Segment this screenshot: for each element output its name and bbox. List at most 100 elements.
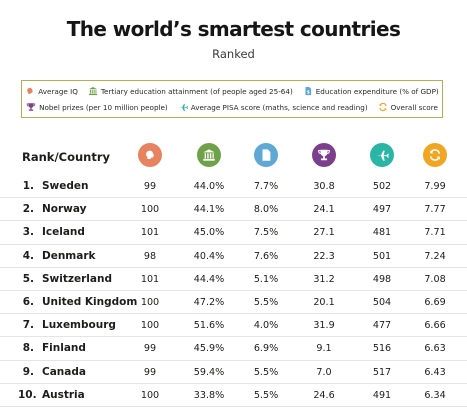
expenditure-cell: 4.0% bbox=[253, 320, 279, 332]
overall-score-cell: 7.77 bbox=[424, 204, 446, 216]
nobel-cell: 20.1 bbox=[313, 296, 335, 308]
overall-score-cell: 7.08 bbox=[424, 273, 446, 285]
table-row: 8. Finland 99 45.9% 6.9% 9.1 516 6.63 bbox=[0, 337, 467, 361]
nobel-cell: 30.8 bbox=[313, 181, 335, 192]
table-row: 10. Austria 100 33.8% 5.5% 24.6 491 6.34 bbox=[0, 384, 467, 407]
pisa-cell: 481 bbox=[372, 227, 392, 239]
table-row: 6. United Kingdom 100 47.2% 5.5% 20.1 504 6.69 bbox=[0, 291, 467, 315]
page-subtitle: Ranked bbox=[212, 47, 255, 61]
country-cell: Finland bbox=[42, 342, 86, 355]
tertiary-cell: 45.0% bbox=[193, 227, 225, 239]
brain-icon bbox=[25, 86, 38, 96]
refresh-icon bbox=[423, 143, 447, 167]
tertiary-cell: 59.4% bbox=[193, 366, 225, 378]
country-cell: Iceland bbox=[42, 226, 85, 239]
nobel-cell: 7.0 bbox=[316, 366, 332, 378]
country-cell: Luxembourg bbox=[42, 319, 116, 332]
refresh-icon bbox=[378, 102, 391, 112]
iq-cell: 100 bbox=[140, 320, 160, 332]
legend: Average IQ Tertiary education attainment … bbox=[21, 80, 443, 118]
expenditure-cell: 5.5% bbox=[253, 389, 279, 401]
pisa-cell: 498 bbox=[372, 273, 392, 285]
pisa-cell: 497 bbox=[372, 204, 392, 216]
pisa-cell: 504 bbox=[372, 296, 392, 308]
rank-cell: 4. bbox=[22, 249, 34, 262]
iq-cell: 100 bbox=[140, 389, 160, 401]
expenditure-cell: 6.9% bbox=[253, 343, 279, 355]
university-icon bbox=[197, 143, 221, 167]
expenditure-cell: 5.1% bbox=[253, 273, 279, 285]
legend-item: Average PISA score (maths, science and r… bbox=[178, 102, 368, 112]
tertiary-cell: 33.8% bbox=[193, 389, 225, 401]
table-row: 9. Canada 99 59.4% 5.5% 7.0 517 6.43 bbox=[0, 361, 467, 384]
iq-cell: 100 bbox=[140, 296, 160, 308]
iq-cell: 98 bbox=[143, 250, 157, 262]
iq-cell: 101 bbox=[140, 227, 160, 239]
rank-cell: 9. bbox=[22, 365, 34, 378]
country-cell: Denmark bbox=[42, 249, 96, 262]
rank-cell: 8. bbox=[22, 342, 34, 355]
expenditure-cell: 7.5% bbox=[253, 227, 279, 239]
nobel-cell: 22.3 bbox=[313, 250, 335, 262]
pisa-cell: 502 bbox=[372, 181, 392, 192]
overall-score-cell: 7.99 bbox=[424, 181, 446, 192]
legend-label: Tertiary education attainment (of people… bbox=[100, 86, 293, 96]
overall-score-cell: 6.66 bbox=[424, 320, 446, 332]
rank-cell: 2. bbox=[22, 203, 34, 216]
trophy-icon bbox=[312, 143, 336, 167]
pisa-cell: 477 bbox=[372, 320, 392, 332]
table-row: 4. Denmark 98 40.4% 7.6% 22.3 501 7.24 bbox=[0, 245, 467, 268]
legend-label: Nobel prizes (per 10 million people) bbox=[39, 102, 168, 112]
rank-cell: 1. bbox=[22, 180, 34, 192]
university-icon bbox=[88, 86, 101, 96]
expenditure-cell: 7.7% bbox=[253, 181, 279, 192]
iq-cell: 101 bbox=[140, 273, 160, 285]
country-cell: Sweden bbox=[42, 180, 89, 192]
brain-icon bbox=[138, 143, 162, 167]
iq-cell: 99 bbox=[143, 366, 157, 378]
rank-cell: 5. bbox=[22, 272, 34, 285]
tertiary-cell: 47.2% bbox=[193, 296, 225, 308]
country-cell: United Kingdom bbox=[42, 295, 138, 308]
tertiary-cell: 44.0% bbox=[193, 181, 225, 192]
svg-text:$: $ bbox=[307, 90, 310, 96]
expenditure-cell: 5.5% bbox=[253, 366, 279, 378]
document-icon: $ bbox=[254, 143, 278, 167]
nobel-cell: 31.2 bbox=[313, 273, 335, 285]
country-cell: Norway bbox=[42, 203, 87, 216]
overall-score-cell: 6.34 bbox=[424, 389, 446, 401]
nobel-cell: 9.1 bbox=[316, 343, 332, 355]
tertiary-cell: 44.4% bbox=[193, 273, 225, 285]
legend-label: Average PISA score (maths, science and r… bbox=[190, 102, 368, 112]
table-row: 2. Norway 100 44.1% 8.0% 24.1 497 7.77 bbox=[0, 198, 467, 222]
legend-item: $ Education expenditure (% of GDP) bbox=[303, 86, 439, 96]
nobel-cell: 31.9 bbox=[313, 320, 335, 332]
country-cell: Switzerland bbox=[42, 272, 112, 285]
tertiary-cell: 51.6% bbox=[193, 320, 225, 332]
svg-text:$: $ bbox=[264, 154, 268, 161]
pisa-cell: 516 bbox=[372, 343, 392, 355]
rank-cell: 10. bbox=[18, 388, 37, 401]
iq-cell: 99 bbox=[143, 181, 157, 192]
tertiary-cell: 44.1% bbox=[193, 204, 225, 216]
overall-score-cell: 6.43 bbox=[424, 366, 446, 378]
iq-cell: 100 bbox=[140, 204, 160, 216]
expenditure-cell: 7.6% bbox=[253, 250, 279, 262]
legend-item: Overall score bbox=[378, 102, 438, 112]
overall-score-cell: 7.24 bbox=[424, 250, 446, 262]
legend-item: Tertiary education attainment (of people… bbox=[88, 86, 293, 96]
tertiary-cell: 40.4% bbox=[193, 250, 225, 262]
ranking-table: 1. Sweden 99 44.0% 7.7% 30.8 502 7.99 2. Norway 10… bbox=[0, 175, 467, 407]
table-row: 1. Sweden 99 44.0% 7.7% 30.8 502 7.99 bbox=[0, 175, 467, 199]
table-row: 5. Switzerland 101 44.4% 5.1% 31.2 498 7.08 bbox=[0, 268, 467, 291]
iq-cell: 99 bbox=[143, 343, 157, 355]
nobel-cell: 24.6 bbox=[313, 389, 335, 401]
document-icon: $ bbox=[303, 86, 316, 96]
rank-cell: 6. bbox=[22, 295, 34, 308]
overall-score-cell: 6.69 bbox=[424, 296, 446, 308]
expenditure-cell: 5.5% bbox=[253, 296, 279, 308]
rank-cell: 7. bbox=[22, 319, 34, 332]
legend-row: Average IQ Tertiary education attainment … bbox=[22, 84, 442, 98]
legend-label: Education expenditure (% of GDP) bbox=[315, 86, 439, 96]
legend-label: Average IQ bbox=[38, 86, 78, 96]
